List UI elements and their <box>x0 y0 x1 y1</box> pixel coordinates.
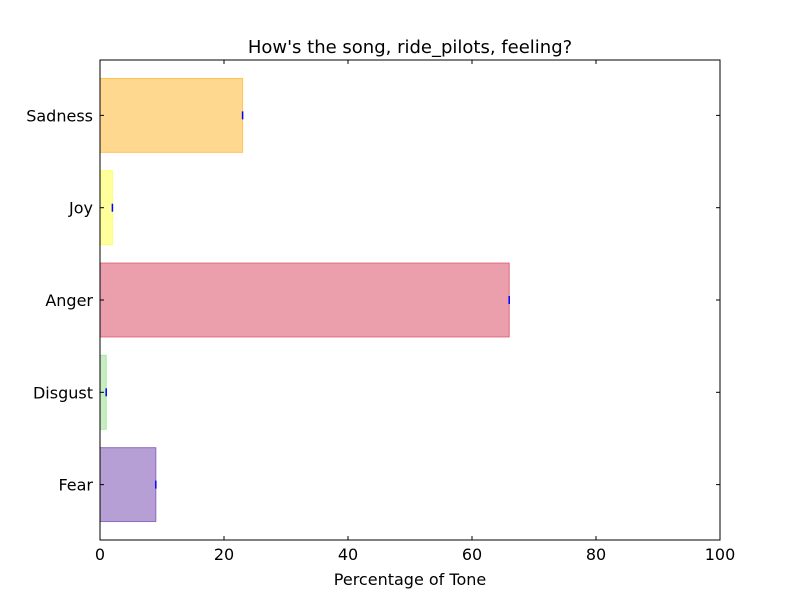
y-tick-label-joy: Joy <box>68 199 93 218</box>
y-tick-label-disgust: Disgust <box>33 383 93 402</box>
x-tick-label-100: 100 <box>705 545 736 564</box>
x-tick-labels: 0 20 40 60 80 100 <box>95 545 735 564</box>
y-tick-label-anger: Anger <box>45 291 93 310</box>
x-tick-label-0: 0 <box>95 545 105 564</box>
bar-fear <box>99 447 157 523</box>
y-tick-labels: Fear Disgust Anger Joy Sadness <box>26 106 93 494</box>
x-tick-label-20: 20 <box>214 545 234 564</box>
ticks-group <box>99 60 721 540</box>
y-tick-label-sadness: Sadness <box>26 106 93 125</box>
x-axis-label: Percentage of Tone <box>334 570 486 589</box>
bars-group <box>99 77 510 523</box>
bar-anger <box>99 262 510 338</box>
y-tick-label-fear: Fear <box>58 476 93 495</box>
chart-title: How's the song, ride_pilots, feeling? <box>248 37 572 58</box>
x-tick-label-60: 60 <box>462 545 482 564</box>
x-tick-label-80: 80 <box>586 545 606 564</box>
x-tick-label-40: 40 <box>338 545 358 564</box>
bar-sadness <box>99 77 244 153</box>
